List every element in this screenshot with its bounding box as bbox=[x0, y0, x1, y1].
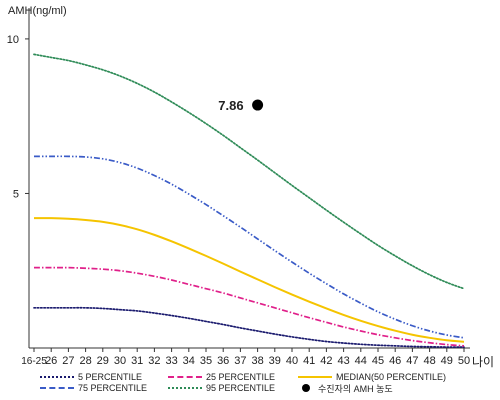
legend-label: 수진자의 AMH 농도 bbox=[318, 383, 393, 394]
x-tick-label: 29 bbox=[97, 355, 109, 367]
legend-label: 5 PERCENTILE bbox=[78, 372, 143, 382]
x-tick-label: 33 bbox=[165, 355, 177, 367]
series-line-75-percentile bbox=[34, 155, 465, 339]
x-tick-label: 30 bbox=[114, 355, 126, 367]
legend-item-patient: 수진자의 AMH 농도 bbox=[298, 382, 393, 394]
x-tick-label: 48 bbox=[423, 355, 435, 367]
legend-label: 25 PERCENTILE bbox=[206, 372, 276, 382]
x-tick-label: 38 bbox=[251, 355, 263, 367]
y-tick-label: 5 bbox=[13, 188, 19, 200]
series-line-95-percentile bbox=[33, 53, 465, 290]
legend-dot-icon bbox=[302, 384, 310, 392]
x-tick-label: 46 bbox=[389, 355, 401, 367]
legend-swatch bbox=[298, 376, 332, 378]
legend-swatch bbox=[168, 376, 202, 378]
legend-item: MEDIAN(50 PERCENTILE) bbox=[298, 371, 446, 383]
x-tick-label: 34 bbox=[183, 355, 195, 367]
legend-swatch bbox=[40, 387, 74, 389]
x-tick-label: 26 bbox=[45, 355, 57, 367]
x-tick-label: 28 bbox=[79, 355, 91, 367]
x-tick-label: 35 bbox=[200, 355, 212, 367]
x-tick-label: 32 bbox=[148, 355, 160, 367]
x-axis-label: 나이 bbox=[472, 355, 494, 369]
legend-swatch bbox=[40, 376, 74, 378]
series-line-5-percentile bbox=[33, 306, 465, 348]
legend-label: 95 PERCENTILE bbox=[206, 383, 276, 393]
y-axis-label: AMH(ng/ml) bbox=[8, 5, 67, 17]
x-tick-label: 47 bbox=[406, 355, 418, 367]
series-line-25-percentile bbox=[33, 266, 465, 347]
legend-item: 75 PERCENTILE bbox=[40, 382, 147, 394]
x-tick-label: 50 bbox=[458, 355, 470, 367]
legend: 5 PERCENTILE 25 PERCENTILE MEDIAN(50 PERCE… bbox=[40, 371, 480, 399]
legend-item: 95 PERCENTILE bbox=[168, 382, 275, 394]
highlight-marker: 7.86 bbox=[218, 98, 264, 113]
series-line-median-50-percentile bbox=[33, 217, 465, 343]
x-tick-label: 44 bbox=[355, 355, 367, 367]
x-tick-label: 41 bbox=[303, 355, 315, 367]
highlight-value-label: 7.86 bbox=[218, 98, 243, 113]
legend-label: 75 PERCENTILE bbox=[78, 383, 148, 393]
legend-item: 5 PERCENTILE bbox=[40, 371, 142, 383]
x-tick-label: 43 bbox=[337, 355, 349, 367]
legend-swatch bbox=[168, 387, 202, 389]
legend-label: MEDIAN(50 PERCENTILE) bbox=[336, 372, 447, 382]
x-tick-label: 39 bbox=[269, 355, 281, 367]
x-tick-label: 36 bbox=[217, 355, 229, 367]
x-tick-label: 42 bbox=[320, 355, 332, 367]
y-ticks: 5 10 bbox=[7, 34, 29, 200]
x-tick-label: 27 bbox=[62, 355, 74, 367]
x-tick-label: 31 bbox=[131, 355, 143, 367]
x-tick-label: 40 bbox=[286, 355, 298, 367]
series-lines bbox=[33, 53, 465, 348]
legend-item: 25 PERCENTILE bbox=[168, 371, 275, 383]
y-tick-label: 10 bbox=[7, 34, 19, 46]
x-tick-label: 49 bbox=[441, 355, 453, 367]
x-tick-label: 16-25 bbox=[21, 356, 47, 367]
highlight-point bbox=[252, 99, 264, 111]
x-tick-label: 37 bbox=[234, 355, 246, 367]
x-tick-label: 45 bbox=[372, 355, 384, 367]
